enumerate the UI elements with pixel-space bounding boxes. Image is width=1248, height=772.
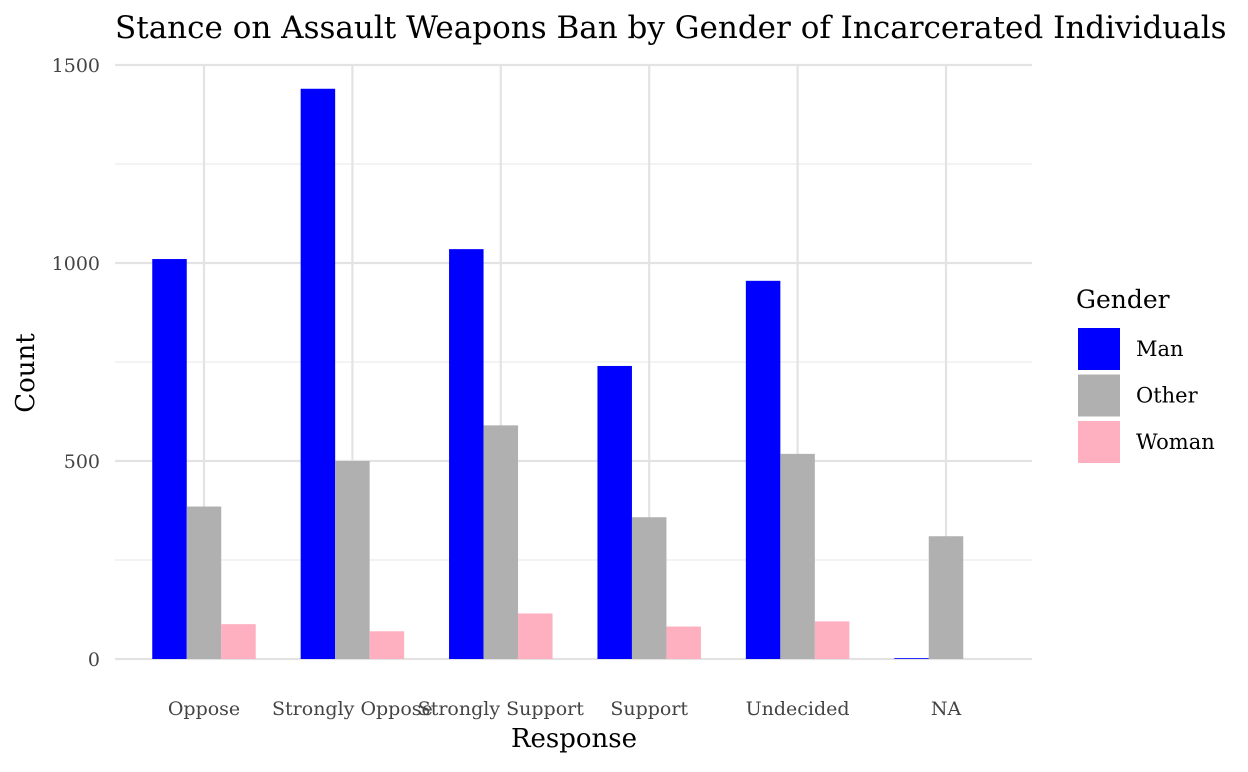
legend: Gender Man Other Woman: [1076, 285, 1215, 463]
legend-label-woman: Woman: [1136, 430, 1215, 454]
bars: [152, 88, 964, 659]
bar-other-strongly-oppose: [335, 461, 370, 659]
bar-man-strongly-oppose: [300, 88, 336, 659]
bar-man-undecided: [745, 280, 781, 659]
x-axis-title: Response: [511, 724, 637, 754]
chart-title: Stance on Assault Weapons Ban by Gender …: [115, 10, 1227, 46]
legend-items: Man Other Woman: [1078, 328, 1215, 463]
y-tick-label: 1500: [52, 55, 100, 77]
bar-man-oppose: [152, 259, 187, 659]
bar-man-na: [894, 658, 929, 659]
bar-other-na: [928, 536, 964, 659]
legend-label-man: Man: [1136, 337, 1184, 361]
axes: 0 500 1000 1500 Oppose Strongly OpposeStrongl…: [52, 55, 962, 720]
bar-other-oppose: [186, 506, 222, 659]
legend-label-other: Other: [1136, 384, 1199, 408]
bar-woman-undecided: [814, 621, 850, 659]
x-tick-label: Strongly Support: [418, 698, 585, 720]
grid: [115, 63, 1032, 661]
bar-man-strongly-support: [449, 249, 484, 659]
bar-woman-oppose: [221, 624, 256, 659]
x-tick-label: Oppose: [168, 698, 240, 720]
legend-swatch-man: [1078, 328, 1120, 370]
bar-other-support: [631, 517, 667, 659]
legend-title: Gender: [1076, 285, 1170, 314]
legend-swatch-woman: [1078, 421, 1120, 463]
x-tick-label: Strongly Oppose: [272, 698, 433, 720]
bar-other-undecided: [780, 453, 815, 659]
bar-woman-strongly-oppose: [369, 631, 405, 659]
x-tick-label: Undecided: [746, 698, 850, 720]
y-axis-title: Count: [11, 333, 41, 413]
bar-woman-strongly-support: [518, 613, 553, 659]
x-tick-label: Support: [610, 698, 688, 720]
legend-swatch-other: [1078, 374, 1120, 417]
y-tick-label: 1000: [52, 253, 100, 275]
y-tick-label: 0: [88, 649, 100, 671]
bar-man-support: [597, 365, 632, 659]
x-tick-label: NA: [931, 698, 962, 720]
y-tick-label: 500: [64, 451, 100, 473]
bar-other-strongly-support: [483, 425, 519, 659]
bar-woman-support: [666, 626, 701, 659]
